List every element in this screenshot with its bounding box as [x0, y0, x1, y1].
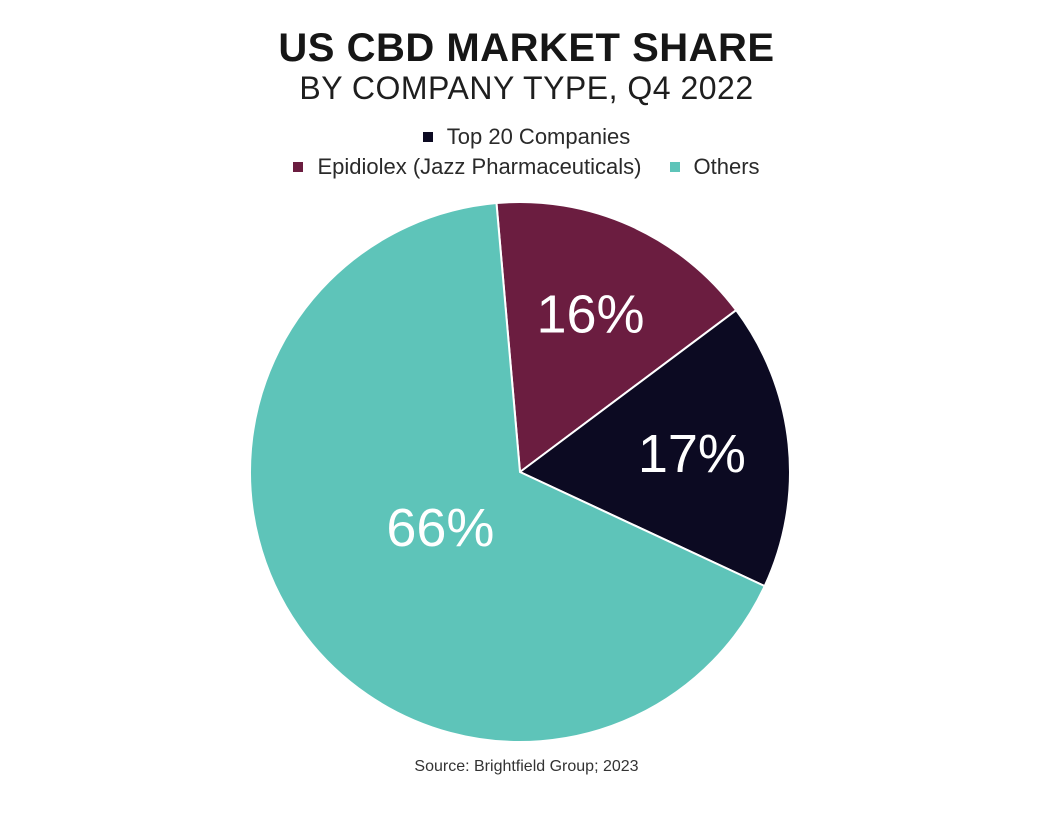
legend-item-top20: Top 20 Companies	[422, 124, 631, 150]
legend-swatch-top20	[422, 132, 433, 142]
legend-label-epidiolex: Epidiolex (Jazz Pharmaceuticals)	[317, 154, 642, 179]
legend-row-1: Top 20 Companies	[0, 124, 1053, 150]
pie-slices	[249, 201, 791, 743]
pie-label-top20: 17%	[638, 424, 746, 484]
chart-title: US CBD MARKET SHARE	[278, 26, 775, 70]
pie-labels: 16% 17% 66%	[386, 284, 746, 558]
legend-item-others: Others	[669, 154, 760, 180]
legend-label-others: Others	[693, 154, 760, 179]
chart-subtitle: BY COMPANY TYPE, Q4 2022	[299, 70, 754, 106]
pie-slice-others	[249, 201, 767, 743]
pie-slice-epidiolex	[495, 201, 738, 474]
legend-swatch-epidiolex	[293, 162, 304, 172]
pie-slice-top20	[518, 308, 791, 588]
legend-row-2: Epidiolex (Jazz Pharmaceuticals) Others	[0, 154, 1053, 180]
legend-item-epidiolex: Epidiolex (Jazz Pharmaceuticals)	[293, 154, 642, 180]
source-note: Source: Brightfield Group; 2023	[414, 758, 639, 775]
pie-label-others: 66%	[386, 498, 494, 558]
legend-label-top20: Top 20 Companies	[446, 124, 631, 149]
legend-swatch-others	[669, 162, 680, 172]
pie-label-epidiolex: 16%	[536, 284, 644, 344]
